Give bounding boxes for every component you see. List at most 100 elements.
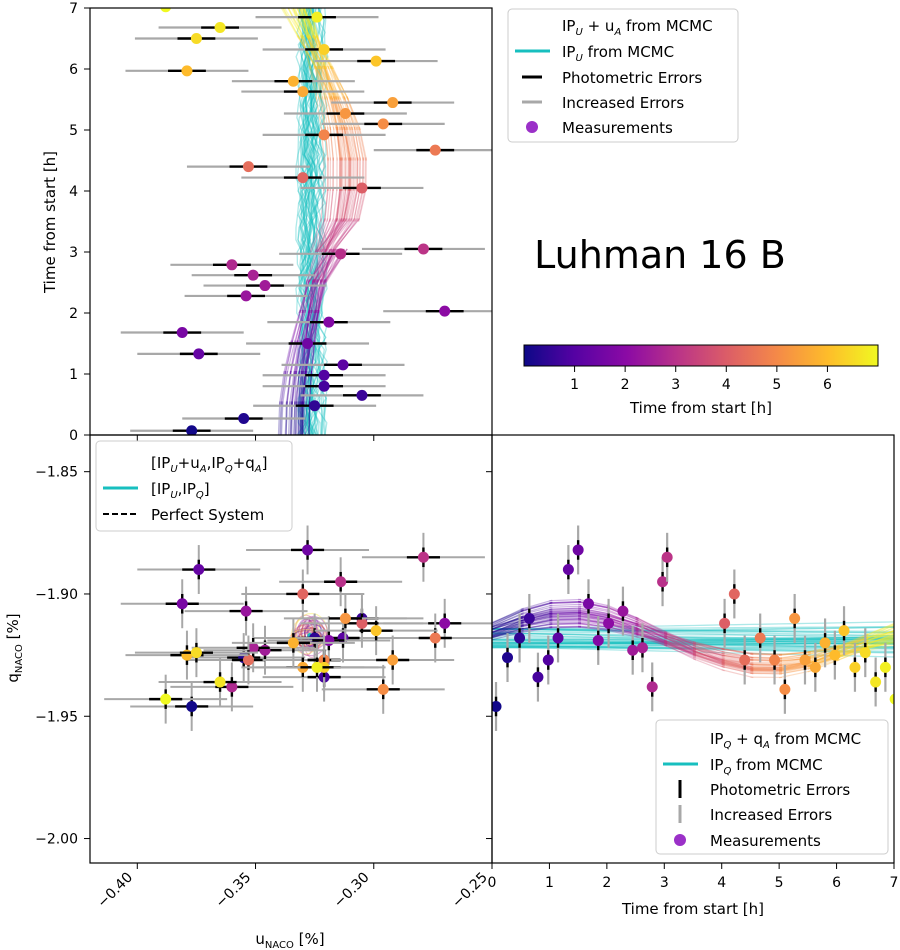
legend-br-dot: [674, 834, 686, 846]
mcmc-ipu-ua-line: [308, 370, 313, 405]
br-point-17: [661, 551, 673, 563]
mcmc-ipq-qa-line: [635, 627, 668, 643]
mcmc-ipu-ua-line: [320, 65, 332, 100]
mcmc-ipq-qa-line: [836, 643, 869, 656]
mcmc-ipq-qa-line: [721, 661, 754, 670]
mcmc-ipu-ua-line: [281, 370, 289, 405]
br-point-14: [636, 642, 648, 654]
mcmc-ipu-ua-line: [298, 370, 303, 405]
mcmc-ipu-ua-line: [318, 218, 331, 253]
mcmc-ipq-qa-line: [549, 600, 582, 604]
mcmc-ipq-qa-line: [664, 634, 697, 647]
mcmc-ipu-ua-line: [314, 309, 320, 344]
mcmc-ipu-ua-line: [293, 340, 299, 375]
mcmc-ipq-qa-line: [865, 637, 894, 648]
mcmc-ipq-qa-line: [635, 622, 668, 635]
br-point-13: [627, 644, 639, 656]
mcmc-ipu-ua-line: [330, 65, 347, 100]
mcmc-ipq-qa-line: [520, 601, 553, 613]
mcmc-ipu-ua-line: [308, 65, 318, 100]
mcmc-ipq-qa-line: [721, 662, 754, 671]
mcmc-ipu-ua-line: [314, 218, 326, 253]
mcmc-ipq-qa-line: [492, 627, 524, 637]
mcmc-ipq-qa-line: [721, 660, 754, 669]
mcmc-ipu-ua-line: [299, 8, 311, 39]
bl-xtick-label-3: −0.25: [449, 870, 491, 912]
mcmc-ipu-ua-line: [309, 370, 313, 405]
colorbar-tick-label-2: 3: [671, 377, 680, 393]
mcmc-ipu-ua-line: [309, 218, 322, 253]
mcmc-ipq-qa-line: [578, 613, 610, 621]
mcmc-ipu-ua-line: [350, 126, 359, 161]
mcmc-ipu-ua-line: [329, 65, 346, 100]
mcmc-ipu-ua-line: [316, 218, 345, 253]
mcmc-ipq-qa-line: [549, 614, 582, 617]
bl-ytick-label-3: −2.00: [35, 832, 78, 848]
br-point-15: [646, 681, 658, 693]
br-point-2: [514, 632, 526, 644]
mcmc-ipq-qa-line: [865, 631, 894, 643]
br-point-32: [870, 676, 882, 688]
mcmc-ipu-ua-line: [345, 187, 355, 222]
mcmc-ipu-ua-line: [309, 8, 319, 39]
mcmc-ipq-qa-line: [492, 612, 524, 628]
mcmc-ipq-qa-line: [865, 639, 894, 651]
mcmc-ipq-qa-line: [721, 664, 754, 674]
mcmc-ipu-ua-line: [316, 218, 344, 253]
mcmc-ipq-qa-line: [635, 627, 668, 640]
mcmc-ipu-ua-line: [345, 187, 353, 222]
mcmc-ipq-qa-line: [865, 638, 894, 649]
mcmc-ipq-qa-line: [750, 663, 783, 667]
mcmc-ipu-ua-line: [303, 8, 319, 39]
mcmc-ipq-qa-line: [836, 633, 869, 651]
bl-point-27: [287, 637, 299, 649]
mcmc-ipu-ua-line: [315, 218, 343, 253]
mcmc-ipq-qa-line: [578, 611, 610, 619]
mcmc-ipq-qa-line: [635, 616, 668, 633]
mcmc-ipu-ua-line: [323, 65, 336, 100]
mcmc-ipq-qa-line: [578, 611, 610, 618]
mcmc-ipq-qa-line: [692, 646, 725, 660]
mcmc-ipu-ua-line: [296, 35, 318, 70]
mcmc-ipu-ua-line: [284, 340, 293, 375]
mcmc-ipu-ua-line: [351, 187, 359, 222]
bl-point-11: [439, 617, 451, 629]
tl-ytick-label-1: 1: [69, 367, 78, 383]
mcmc-ipq-qa-line: [692, 652, 725, 661]
br-point-11: [603, 617, 615, 629]
mcmc-ipq-qa-line: [692, 653, 725, 666]
tl-point-24: [339, 108, 351, 120]
mcmc-ipq-qa-line: [865, 643, 894, 650]
mcmc-ipu-ua-line: [320, 218, 351, 253]
mcmc-ipu-ua-line: [302, 370, 307, 405]
mcmc-ipq-qa-line: [492, 620, 524, 635]
mcmc-ipq-qa-line: [520, 626, 553, 632]
mcmc-ipu-ua-line: [350, 187, 359, 222]
mcmc-ipu-ua-line: [309, 65, 320, 100]
mcmc-ipq-qa-line: [692, 647, 725, 662]
mcmc-ipq-qa-line: [549, 623, 582, 626]
bl-point-19: [297, 588, 309, 600]
mcmc-ipq-qa-line: [721, 658, 754, 668]
mcmc-ipq-qa-line: [635, 635, 668, 647]
mcmc-ipu-ua-line: [301, 8, 310, 39]
mcmc-ipq-qa-line: [836, 639, 869, 650]
colorbar-tick-label-5: 6: [823, 377, 832, 393]
mcmc-ipu-ua-line: [300, 35, 323, 70]
mcmc-ipq-qa-line: [865, 629, 894, 639]
br-point-18: [719, 617, 731, 629]
mcmc-ipq-qa-line: [692, 654, 725, 666]
mcmc-ipq-qa-line: [836, 642, 869, 657]
mcmc-ipq-qa-line: [692, 649, 725, 662]
mcmc-ipq-qa-line: [492, 627, 524, 639]
mcmc-ipq-qa-line: [865, 632, 894, 642]
mcmc-ipq-qa-line: [578, 615, 610, 620]
mcmc-ipq-qa-line: [692, 652, 725, 665]
mcmc-ipq-qa-line: [492, 617, 524, 628]
mcmc-ipu-ua-line: [300, 8, 310, 39]
mcmc-ipq-qa-line: [692, 644, 725, 655]
mcmc-ipq-qa-line: [492, 621, 524, 634]
br-point-4: [532, 671, 544, 683]
mcmc-ipq-qa-line: [635, 631, 668, 646]
mcmc-ipq-qa-line: [692, 642, 725, 653]
